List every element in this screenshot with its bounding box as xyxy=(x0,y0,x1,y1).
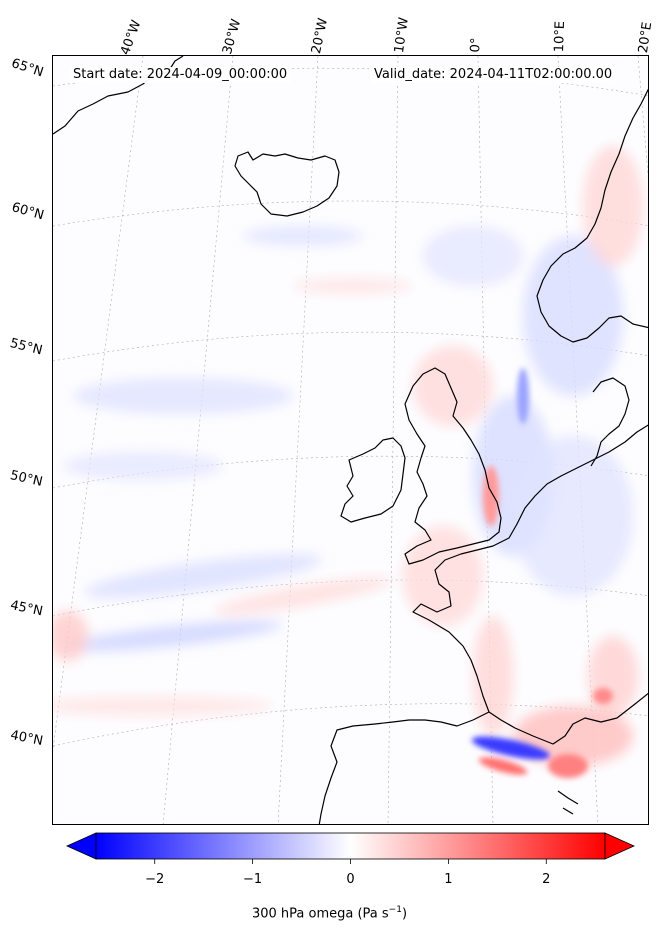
colorbar-label-unit-exponent: −1 xyxy=(388,905,402,915)
lat-label-55n: 55°N xyxy=(8,336,44,359)
colorbar-body xyxy=(95,832,606,860)
omega-field-map xyxy=(53,56,648,824)
lon-label-30w: 30°W xyxy=(220,17,245,57)
coastlines xyxy=(53,56,648,824)
colorbar-label: 300 hPa omega (Pa s−1) xyxy=(0,905,659,921)
lon-label-0: 0° xyxy=(468,37,484,54)
lon-label-20w: 20°W xyxy=(309,16,332,56)
lat-label-45n: 45°N xyxy=(8,598,45,620)
lon-label-40w: 40°W xyxy=(118,18,145,58)
colorbar-extend-high xyxy=(604,832,635,860)
colorbar-ticks xyxy=(154,859,547,864)
colorbar-tick-label: −2 xyxy=(145,872,165,887)
lon-label-20e: 20°E xyxy=(636,21,656,55)
lon-label-10e: 10°E xyxy=(552,20,569,53)
colorbar-tick-label: 1 xyxy=(444,872,453,887)
colorbar-extend-low xyxy=(66,832,97,860)
colorbar-label-close: ) xyxy=(401,906,408,922)
lon-label-10w: 10°W xyxy=(392,16,412,55)
colorbar-tick-label: 2 xyxy=(542,872,551,887)
start-date-label: Start date: 2024-04-09_00:00:00 xyxy=(70,67,291,83)
colorbar-tick-label: −1 xyxy=(243,872,263,887)
lat-label-50n: 50°N xyxy=(8,468,44,490)
lat-label-60n: 60°N xyxy=(9,200,46,224)
valid-date-label: Valid_date: 2024-04-11T02:00:00.00 xyxy=(371,67,616,83)
lat-label-40n: 40°N xyxy=(9,728,45,749)
colorbar-tick-label: 0 xyxy=(346,872,355,887)
colorbar-label-text: 300 hPa omega (Pa s xyxy=(251,906,389,922)
lat-label-65n: 65°N xyxy=(9,56,46,81)
omega-field xyxy=(53,146,643,766)
map-frame xyxy=(52,55,649,825)
